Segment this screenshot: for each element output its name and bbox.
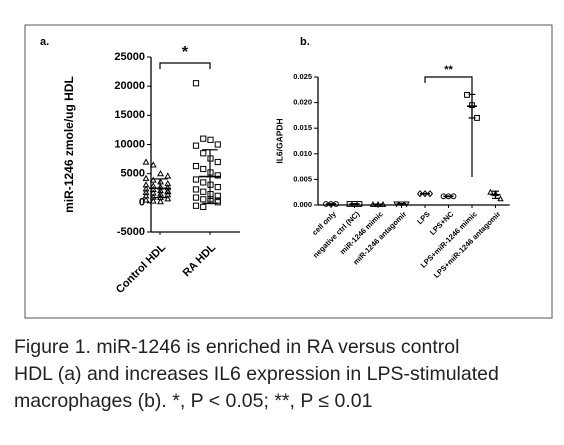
caption: Figure 1. miR-1246 is enriched in RA ver… [14,334,499,415]
y-tick-label: 0.020 [293,98,312,107]
point [421,190,429,198]
point [157,198,164,205]
y-axis-label: IL6/GAPDH [274,118,284,163]
panel-label: a. [40,36,49,48]
y-tick-label: -5000 [117,226,145,238]
point [200,179,207,186]
point [214,158,221,166]
panel-label: b. [300,36,310,48]
y-tick-label: 20000 [114,80,145,92]
point [200,196,207,203]
significance-bracket [159,62,211,69]
point [192,162,200,170]
point [149,176,157,183]
point [214,183,221,191]
point [487,188,494,195]
y-tick-label: 0.025 [293,72,312,81]
y-tick-label: 5000 [121,168,145,180]
point [192,142,200,149]
point [192,202,200,209]
point [157,170,164,177]
significance-bracket [424,76,473,177]
point [214,172,221,179]
caption-line: Figure 1. miR-1246 is enriched in RA ver… [14,336,460,358]
point [200,165,207,173]
point [164,172,172,179]
point [192,186,200,193]
y-tick-label: 0.010 [293,149,312,158]
point [192,194,200,201]
y-tick-label: 0.000 [293,200,312,209]
point [214,199,221,206]
y-tick-label: 0.005 [293,174,312,183]
figure: -5000 0 5000 10000 15000 20000 25000 miR-1246 z… [24,24,553,319]
point [149,197,157,204]
point [149,185,157,192]
point [214,141,221,148]
point [214,197,221,204]
point [200,203,207,211]
y-tick-label: 15000 [114,109,145,121]
point [164,195,172,202]
point [142,185,150,192]
point [416,190,424,198]
point [497,195,504,202]
significance-label: * [182,44,189,61]
point [149,161,157,168]
point [207,136,214,143]
point [164,188,172,195]
y-tick-label: 0 [139,197,145,209]
x-tick-label: LPS [415,209,432,226]
point [142,196,150,203]
y-tick-label: 10000 [114,138,145,150]
point [214,192,221,199]
significance-label: ** [444,64,453,76]
y-tick-label: 0.015 [293,123,312,132]
point [200,135,207,142]
caption-line: macrophages (b). *, P < 0.05; **, P ≤ 0.… [14,390,373,412]
x-tick-label: Control HDL [114,241,168,295]
point [192,80,200,87]
y-tick-label: 25000 [114,51,145,63]
point [200,150,207,157]
point [200,188,207,195]
point [192,176,200,183]
point [142,174,150,181]
caption-line: HDL (a) and increases IL6 expression in … [14,363,499,385]
y-axis-label: miR-1246 zmole/ug HDL [62,76,76,213]
x-tick-label: RA HDL [181,242,219,280]
figure-border [24,24,553,319]
point [142,158,150,165]
point [426,190,434,198]
point [142,188,150,195]
